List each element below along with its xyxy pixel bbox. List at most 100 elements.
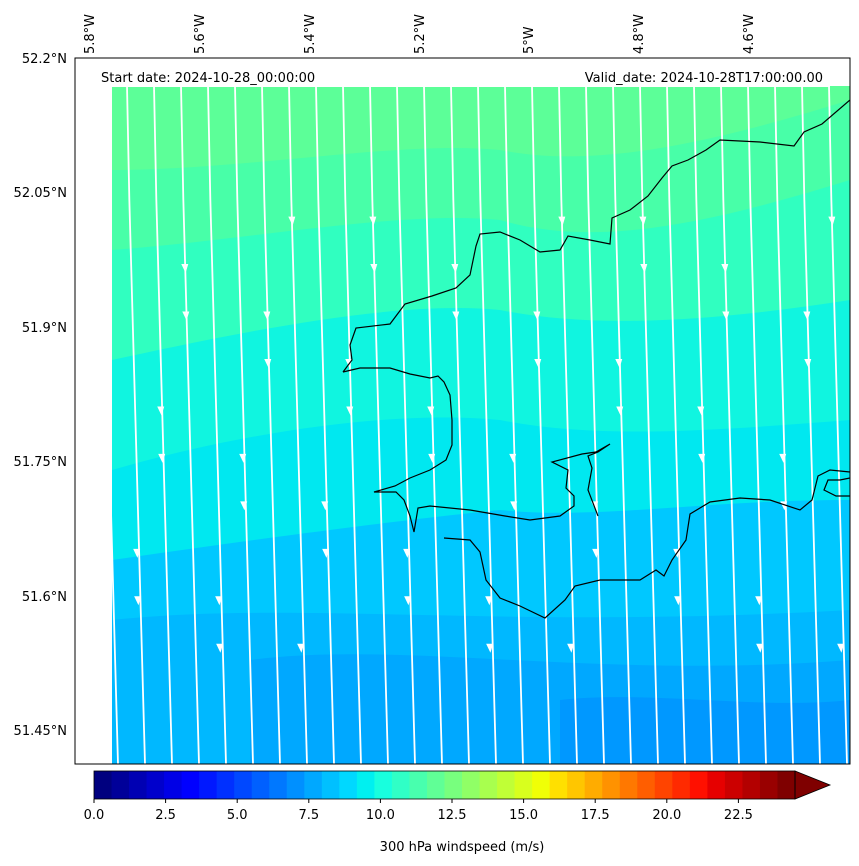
streamline-arrow xyxy=(322,548,330,558)
streamline-arrow xyxy=(427,406,435,416)
streamline-arrow xyxy=(134,596,142,606)
streamline xyxy=(585,85,605,764)
streamline-arrow xyxy=(239,453,247,463)
streamline xyxy=(369,85,389,764)
colorbar-tick-label: 10.0 xyxy=(366,808,395,823)
colorbar-tick-label: 20.0 xyxy=(652,808,681,823)
colorbar-swatch xyxy=(321,771,340,799)
colorbar-tick-label: 2.5 xyxy=(155,808,176,823)
streamline-arrow xyxy=(755,596,763,606)
colorbar-swatch xyxy=(672,771,691,799)
lat-label: 52.05°N xyxy=(14,186,67,201)
colorbar-swatch xyxy=(269,771,288,799)
streamline-arrow xyxy=(158,453,166,463)
streamline-arrow xyxy=(321,501,329,511)
streamline xyxy=(774,85,794,764)
coastline xyxy=(342,99,850,619)
lon-label: 4.6°W xyxy=(742,14,757,54)
streamline xyxy=(153,85,173,764)
colorbar-swatch xyxy=(444,771,463,799)
colorbar-swatch xyxy=(129,771,148,799)
lat-label: 51.75°N xyxy=(14,455,67,470)
colorbar-swatch xyxy=(549,771,568,799)
streamline xyxy=(288,85,308,764)
streamline xyxy=(801,85,821,764)
colorbar-swatch xyxy=(707,771,726,799)
colorbar-swatch xyxy=(374,771,393,799)
streamline-arrow xyxy=(721,264,729,274)
streamline xyxy=(477,85,497,764)
streamline-arrow xyxy=(698,453,706,463)
streamline-arrow xyxy=(639,216,647,226)
streamline-arrow xyxy=(403,548,411,558)
colorbar-swatch xyxy=(199,771,218,799)
streamline xyxy=(234,85,254,764)
streamline-arrow xyxy=(264,358,272,368)
colorbar-swatch xyxy=(619,771,638,799)
colorbar-tick-label: 7.5 xyxy=(298,808,319,823)
colorbar-tick-label: 12.5 xyxy=(438,808,467,823)
streamline-arrow xyxy=(722,311,730,321)
colorbar-border xyxy=(93,770,796,800)
colorbar-swatch xyxy=(391,771,410,799)
colorbar-swatch xyxy=(689,771,708,799)
lon-label: 5.4°W xyxy=(303,14,318,54)
colorbar-tick-label: 22.5 xyxy=(724,808,753,823)
lon-label: 5.2°W xyxy=(413,14,428,54)
lon-label: 5°W xyxy=(522,26,537,54)
colorbar-ticks: 0.0 2.5 5.0 7.5 10.0 12.5 15.0 17.5 20.0 22.5 xyxy=(84,799,753,823)
streamline-arrow xyxy=(804,358,812,368)
streamline-arrow xyxy=(215,596,223,606)
streamline xyxy=(450,85,470,764)
colorbar-swatch xyxy=(567,771,586,799)
colorbar-extend-arrow xyxy=(794,770,832,800)
lon-label: 5.6°W xyxy=(193,14,208,54)
streamline-arrow xyxy=(486,643,494,653)
valid-date-label: Valid_date: 2024-10-28T17:00:00.00 xyxy=(585,71,823,86)
colorbar-swatch xyxy=(146,771,165,799)
windspeed-field xyxy=(112,86,850,764)
streamline-arrow xyxy=(756,643,764,653)
streamline xyxy=(720,85,740,764)
colorbar-tick-label: 17.5 xyxy=(581,808,610,823)
header-box xyxy=(98,67,830,87)
streamline xyxy=(666,85,686,764)
streamline-arrow xyxy=(369,216,377,226)
streamline-arrow xyxy=(288,216,296,226)
streamline-arrow xyxy=(779,453,787,463)
streamline-arrow xyxy=(533,311,541,321)
colorbar-swatch xyxy=(304,771,323,799)
colorbar-swatch xyxy=(251,771,270,799)
lat-label: 51.6°N xyxy=(22,590,67,605)
colorbar-swatch xyxy=(514,771,533,799)
colorbar-swatch xyxy=(111,771,130,799)
streamline-arrow xyxy=(133,548,141,558)
streamline-arrow xyxy=(509,453,517,463)
colorbar-swatch xyxy=(602,771,621,799)
streamline xyxy=(639,85,659,764)
colorbar-swatch xyxy=(742,771,761,799)
streamline-arrow xyxy=(346,406,354,416)
colorbar-tick-label: 15.0 xyxy=(509,808,538,823)
streamline-arrow xyxy=(837,643,845,653)
streamline-arrow xyxy=(216,643,224,653)
streamline-arrow xyxy=(534,358,542,368)
streamline-arrow xyxy=(182,311,190,321)
streamline-arrow xyxy=(616,406,624,416)
colorbar-swatch xyxy=(94,771,113,799)
lon-label: 4.8°W xyxy=(632,14,647,54)
streamline xyxy=(423,85,443,764)
streamline xyxy=(558,85,578,764)
streamline-arrow xyxy=(828,216,836,226)
longitude-labels: 5.8°W 5.6°W 5.4°W 5.2°W 5°W 4.8°W 4.6°W xyxy=(83,14,757,54)
colorbar-swatch xyxy=(286,771,305,799)
streamline xyxy=(315,85,335,764)
latitude-labels: 52.2°N 52.05°N 51.9°N 51.75°N 51.6°N 51.… xyxy=(14,52,67,739)
streamline-arrow xyxy=(404,596,412,606)
colorbar xyxy=(93,770,832,800)
colorbar-swatch xyxy=(654,771,673,799)
colorbar-swatch xyxy=(724,771,743,799)
colorbar-swatch xyxy=(759,771,778,799)
streamline xyxy=(396,85,416,764)
colorbar-swatch xyxy=(216,771,235,799)
